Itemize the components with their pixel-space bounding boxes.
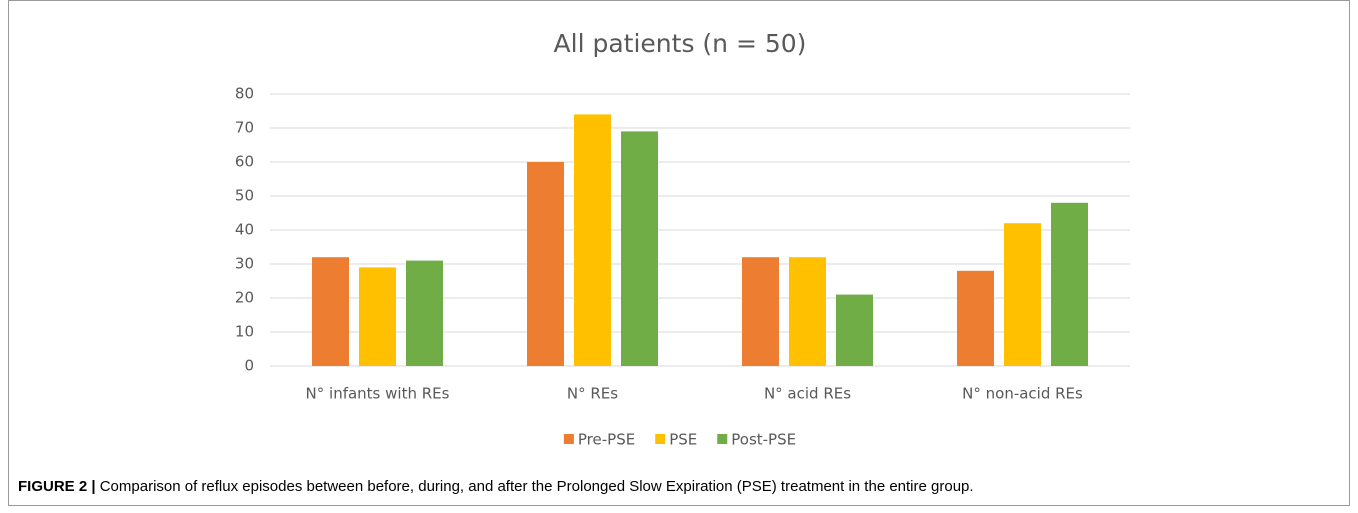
x-tick-label: N° non-acid REs bbox=[962, 385, 1083, 403]
legend-swatch bbox=[563, 434, 574, 444]
y-tick-label: 30 bbox=[235, 255, 254, 273]
y-tick-label: 0 bbox=[244, 357, 254, 375]
y-tick-label: 10 bbox=[235, 323, 254, 341]
bar bbox=[312, 257, 349, 366]
y-tick-label: 50 bbox=[235, 187, 254, 205]
legend-label: PSE bbox=[669, 431, 697, 449]
x-tick-label: N° REs bbox=[567, 385, 618, 403]
y-tick-label: 40 bbox=[235, 221, 254, 239]
bar bbox=[1004, 223, 1041, 366]
y-tick-label: 70 bbox=[235, 119, 254, 137]
chart-title: All patients (n = 50) bbox=[554, 29, 807, 58]
bar bbox=[836, 294, 873, 366]
legend-swatch bbox=[655, 434, 666, 444]
legend-swatch bbox=[717, 434, 728, 444]
caption-text: Comparison of reflux episodes between be… bbox=[100, 478, 974, 495]
caption-label: FIGURE 2 | bbox=[18, 478, 96, 495]
bar bbox=[1051, 202, 1088, 366]
bar bbox=[957, 270, 994, 366]
x-tick-label: N° infants with REs bbox=[306, 385, 450, 403]
x-tick-label: N° acid REs bbox=[764, 385, 851, 403]
bar bbox=[789, 257, 826, 366]
bar bbox=[406, 260, 443, 366]
bar bbox=[359, 267, 396, 366]
bar bbox=[527, 162, 564, 366]
y-tick-label: 80 bbox=[235, 85, 254, 103]
legend-label: Pre-PSE bbox=[578, 431, 635, 449]
caption: FIGURE 2 | Comparison of reflux episodes… bbox=[18, 478, 974, 495]
y-tick-label: 60 bbox=[235, 153, 254, 171]
bar bbox=[742, 257, 779, 366]
bar bbox=[574, 114, 611, 367]
bar bbox=[621, 131, 658, 366]
figure-border bbox=[8, 0, 1350, 506]
legend-label: Post-PSE bbox=[731, 431, 796, 449]
y-tick-label: 20 bbox=[235, 289, 254, 307]
